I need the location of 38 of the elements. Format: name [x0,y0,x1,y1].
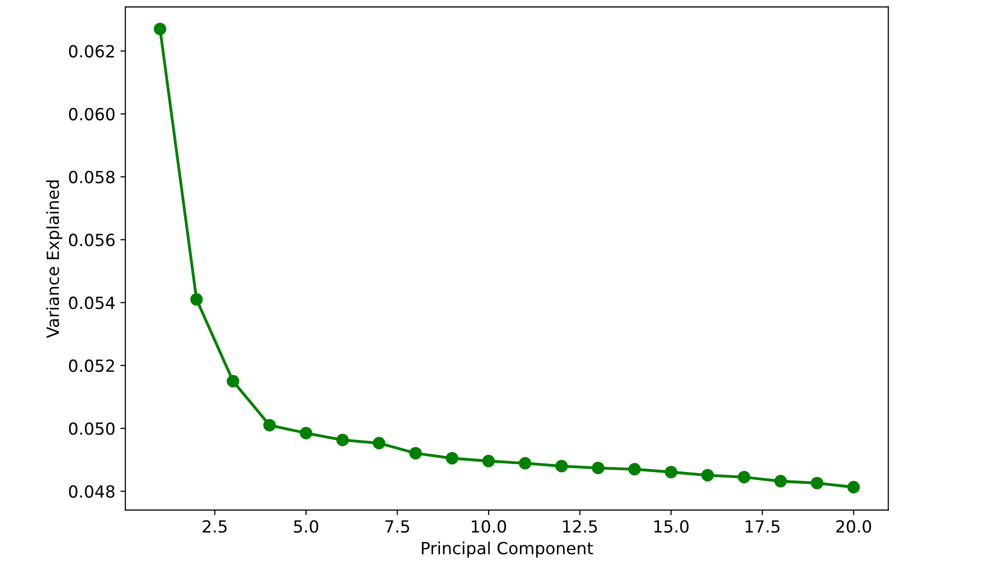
y-tick-label: 0.056 [69,234,115,246]
x-tick-label: 17.5 [746,520,780,533]
point [409,446,422,460]
point [446,452,458,464]
y-tick-label: 0.062 [69,44,114,58]
x-tick-label: 10.0 [472,520,506,533]
y-tick-label: 0.054 [69,296,115,310]
point [518,457,532,470]
point [555,460,568,472]
point [810,476,824,490]
point [336,434,349,446]
point [226,374,240,388]
point [372,436,386,450]
point [482,454,495,468]
y-tick-label: 0.058 [69,170,114,184]
y-axis-title: Variance Explained [46,180,62,338]
x-tick-label: 12.5 [563,520,597,533]
y-tick-label: 0.052 [69,359,114,372]
x-tick-label: 5.0 [294,520,318,533]
point [190,293,203,306]
x-tick-label: 20.0 [836,520,872,533]
y-tick-label: 0.050 [69,422,115,435]
y-tick-label: 0.060 [69,108,115,120]
point [300,426,312,440]
point [263,418,276,432]
point [154,22,166,36]
x-tick-label: 7.5 [385,520,410,533]
point [628,462,641,476]
y-tick-label: 0.048 [69,485,114,498]
x-axis-title: Principal Component [422,542,593,558]
x-tick-label: 2.5 [202,520,227,533]
point [701,468,714,482]
point [774,474,787,488]
point [847,480,860,494]
point [738,470,750,484]
point [664,466,678,478]
point [592,462,604,474]
x-tick-label: 15.0 [654,520,689,533]
